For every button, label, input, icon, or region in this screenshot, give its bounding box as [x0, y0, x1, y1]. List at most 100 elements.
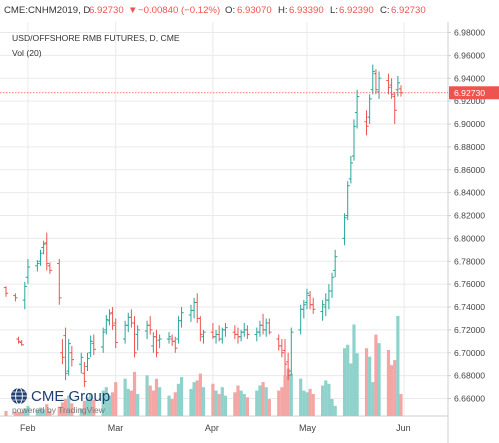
volume-bar: [16, 412, 21, 416]
ohlc-bar: [267, 318, 272, 335]
volume-bar: [302, 390, 306, 416]
y-tick-label: 6.96000: [454, 50, 485, 60]
volume-bar: [239, 390, 243, 416]
ohlc-bar: [79, 352, 84, 374]
volume-bar: [377, 343, 381, 416]
y-tick-label: 6.86000: [454, 165, 485, 175]
ohlc-bar: [329, 272, 335, 298]
volume-bar: [264, 387, 268, 416]
volume-bar: [132, 371, 137, 416]
volume-bar: [368, 356, 372, 416]
volume-bar: [267, 399, 271, 416]
volume-bar: [170, 399, 174, 416]
volume-bars: [4, 316, 403, 416]
volume-bar: [57, 406, 61, 416]
high-value: 6.93390: [289, 5, 324, 16]
powered-by-text: powered by TradingView: [12, 405, 106, 415]
volume-bar: [23, 408, 27, 416]
volume-bar: [198, 373, 202, 416]
y-tick-label: 6.76000: [454, 279, 485, 289]
ohlc-bar: [392, 91, 397, 124]
ohlc-bar: [44, 232, 49, 271]
volume-bar: [386, 349, 391, 416]
close-label: C:: [380, 5, 390, 16]
ohlc-bar: [38, 249, 43, 266]
ohlc-bar: [104, 315, 109, 335]
volume-bar: [154, 378, 159, 416]
ohlc-bar: [179, 307, 184, 328]
volume-bar: [245, 397, 249, 416]
ohlc-bar: [342, 213, 347, 246]
high-label: H:: [278, 5, 288, 16]
open-value: 6.93070: [237, 5, 272, 16]
x-tick-label: Mar: [108, 423, 124, 433]
ohlc-bar: [85, 352, 90, 372]
chart-title: USD/OFFSHORE RMB FUTURES, D, CME: [12, 33, 180, 43]
volume-bar: [355, 353, 359, 416]
volume-bar: [92, 399, 96, 416]
ohlc-bar: [289, 327, 294, 376]
ohlc-bar: [132, 316, 137, 358]
change-value: −0.00840 (−0.12%): [138, 5, 220, 16]
volume-bar: [136, 393, 140, 416]
ohlc-bar: [311, 297, 316, 314]
ohlc-bar: [332, 249, 338, 278]
volume-bar: [42, 409, 46, 416]
volume-bar: [82, 400, 86, 416]
volume-bar: [211, 383, 215, 416]
volume-bar: [35, 410, 39, 416]
volume-bar: [242, 393, 246, 416]
ohlc-bar: [100, 327, 106, 353]
last-price-tag-label: 6.92730: [454, 88, 485, 98]
volume-bar: [371, 382, 375, 416]
volume-bar: [321, 385, 325, 416]
y-tick-label: 6.84000: [454, 188, 485, 198]
last-price-line: 6.92730: [0, 86, 499, 100]
volume-bar: [70, 403, 74, 416]
volume-bar: [346, 344, 350, 416]
volume-bar: [195, 380, 199, 416]
y-tick-label: 6.92000: [454, 96, 485, 106]
volume-label: Vol (20): [12, 48, 42, 58]
ohlc-bar: [91, 334, 96, 356]
ohlc-bar: [16, 336, 21, 344]
ohlc-bar: [373, 69, 379, 95]
ohlc-bar: [113, 318, 118, 349]
ohlc-bar: [320, 300, 325, 321]
ohlc-bar: [69, 345, 75, 367]
volume-bar: [173, 392, 177, 416]
volume-bar: [299, 378, 303, 416]
x-axis-ticks: Feb Mar Apr May Jun: [20, 423, 411, 433]
y-tick-label: 6.98000: [454, 28, 485, 38]
volume-bar: [374, 334, 378, 416]
ohlc-bar: [135, 325, 140, 351]
volume-bar: [324, 380, 328, 416]
low-label: L:: [330, 5, 338, 16]
ohlc-bar: [13, 293, 18, 302]
ohlc-bar: [47, 262, 53, 274]
ohlc-bar: [386, 73, 391, 95]
symbol-header: CME:CNHM2019, D 6.92730 ▼ −0.00840 (−0.1…: [4, 5, 426, 16]
volume-bar: [79, 408, 83, 416]
x-tick-label: Apr: [205, 423, 219, 433]
volume-bar: [399, 393, 403, 416]
ohlc-bars: [3, 64, 404, 388]
y-tick-label: 6.82000: [454, 211, 485, 221]
ohlc-bar: [41, 240, 46, 255]
ohlc-bar: [19, 340, 24, 346]
volume-bar: [63, 399, 68, 416]
ohlc-bar: [66, 339, 71, 376]
ohlc-bar: [22, 281, 28, 310]
y-tick-label: 6.70000: [454, 348, 485, 358]
volume-bar: [201, 387, 206, 416]
volume-bar: [333, 405, 337, 416]
x-tick-label: Jun: [396, 423, 411, 433]
volume-bar: [101, 390, 105, 416]
volume-bar: [104, 387, 108, 416]
volume-bar: [349, 363, 353, 416]
ohlc-bar: [154, 329, 159, 358]
volume-bar: [233, 392, 237, 416]
